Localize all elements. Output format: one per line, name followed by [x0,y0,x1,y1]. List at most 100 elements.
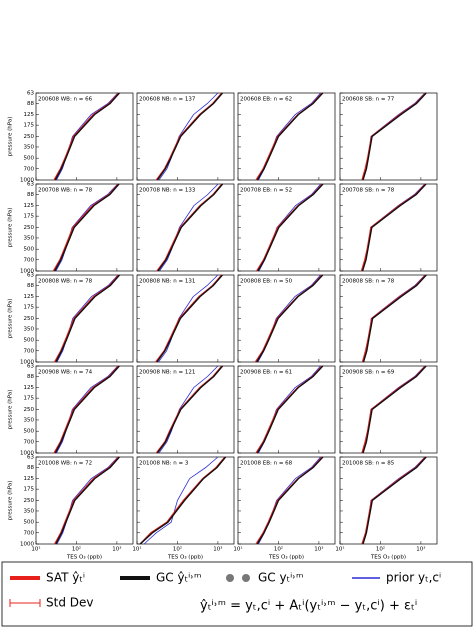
x-axis-label: TES O₃ (ppb) [66,555,102,561]
x-axis-label: TES O₃ (ppb) [268,555,304,561]
panel-title: 201008 WB: n = 72 [38,461,92,467]
title-bg [37,277,99,284]
profile-line [55,274,121,363]
y-tick-label: 350 [24,144,35,150]
profile-line [54,365,120,454]
y-tick-label: 88 [27,465,34,471]
y-tick-label: 250 [24,498,35,504]
profile-line [258,92,321,181]
legend-label: SAT ŷₜⁱ [46,571,85,585]
y-tick-label: 63 [27,455,34,461]
x-tick-label: 10³ [314,546,323,553]
y-tick-label: 88 [27,192,34,198]
y-tick-label: 700 [24,348,35,354]
profile-line [255,456,323,545]
profile-line [158,365,219,454]
y-tick-label: 1000 [20,360,34,366]
profile-line [362,274,427,363]
title-bg [341,459,403,466]
profile-line [56,92,119,181]
legend-swatch [242,574,250,582]
y-tick-label: 1000 [20,451,34,457]
title-bg [239,459,301,466]
legend-label: prior yₜ,cⁱ [386,571,441,585]
panel-frame [237,365,336,454]
profile-line [361,183,427,272]
panel-title: 200708 EB: n = 52 [240,188,292,194]
x-tick-label: 10¹ [233,546,242,553]
y-axis-label: pressure (hPa) [8,208,14,248]
y-tick-label: 700 [24,166,35,172]
y-tick-label: 175 [24,214,35,220]
legend-label: Std Dev [46,596,93,610]
profile-line [256,274,324,363]
panel-frame [237,92,336,181]
title-bg [37,186,99,193]
x-tick-label: 10² [376,546,385,553]
profile-line [361,456,427,545]
panel-frame [136,92,235,181]
panel-title: 200808 EB: n = 50 [240,279,293,285]
y-tick-label: 250 [24,134,35,140]
y-tick-label: 250 [24,407,35,413]
title-bg [239,368,301,375]
y-tick-label: 1000 [20,269,34,275]
y-tick-label: 88 [27,283,34,289]
y-tick-label: 350 [24,235,35,241]
y-tick-label: 250 [24,225,35,231]
legend-label: GC ŷₜⁱ˒ᵐ [156,571,201,585]
panel-title: 200908 EB: n = 61 [240,370,292,376]
x-tick-label: 10¹ [132,546,141,553]
panel-frame [339,274,438,363]
y-tick-label: 175 [24,123,35,129]
profile-line [158,92,219,181]
y-axis-label: pressure (hPa) [8,299,14,339]
panel-frame [136,365,235,454]
panel-frame [237,456,336,545]
y-axis-label: pressure (hPa) [8,390,14,430]
title-bg [138,186,200,193]
y-tick-label: 700 [24,530,35,536]
panel-title: 200908 NB: n = 121 [139,370,195,376]
profile-line [52,183,119,272]
panel-title: 200708 WB: n = 78 [38,188,93,194]
y-tick-label: 63 [27,182,34,188]
title-bg [37,95,99,102]
y-tick-label: 700 [24,257,35,263]
title-bg [239,95,301,102]
profile-line [54,92,120,181]
profile-line [143,456,219,545]
y-tick-label: 125 [24,203,35,209]
profile-line [54,183,120,272]
profile-line [55,183,118,272]
profile-line [255,365,323,454]
panel-frame [339,365,438,454]
y-tick-label: 500 [24,429,35,435]
profile-line [55,456,120,545]
y-tick-label: 88 [27,374,34,380]
x-axis-label: TES O₃ (ppb) [167,555,203,561]
x-tick-label: 10¹ [31,546,40,553]
x-tick-label: 10³ [213,546,222,553]
panel-frame [237,183,336,272]
profile-line [258,183,322,272]
title-bg [341,95,403,102]
y-tick-label: 63 [27,364,34,370]
profile-line [159,183,219,272]
y-axis-label: pressure (hPa) [8,481,14,521]
profile-line [156,274,223,363]
panel-title: 201008 EB: n = 68 [240,461,293,467]
panel-frame [35,92,134,181]
title-bg [341,277,403,284]
y-tick-label: 350 [24,417,35,423]
panel-title: 200608 EB: n = 62 [240,97,292,103]
panel-frame [136,183,235,272]
panel-title: 200808 NB: n = 131 [139,279,195,285]
y-tick-label: 88 [27,101,34,107]
y-tick-label: 250 [24,316,35,322]
profile-line [56,365,118,454]
formula: ŷₜⁱ˒ᵐ = yₜ,cⁱ + Aₜⁱ(yₜⁱ˒ᵐ − yₜ,cⁱ) + εₜⁱ [200,599,417,614]
profile-line [56,456,119,545]
panel-title: 200908 WB: n = 74 [38,370,93,376]
